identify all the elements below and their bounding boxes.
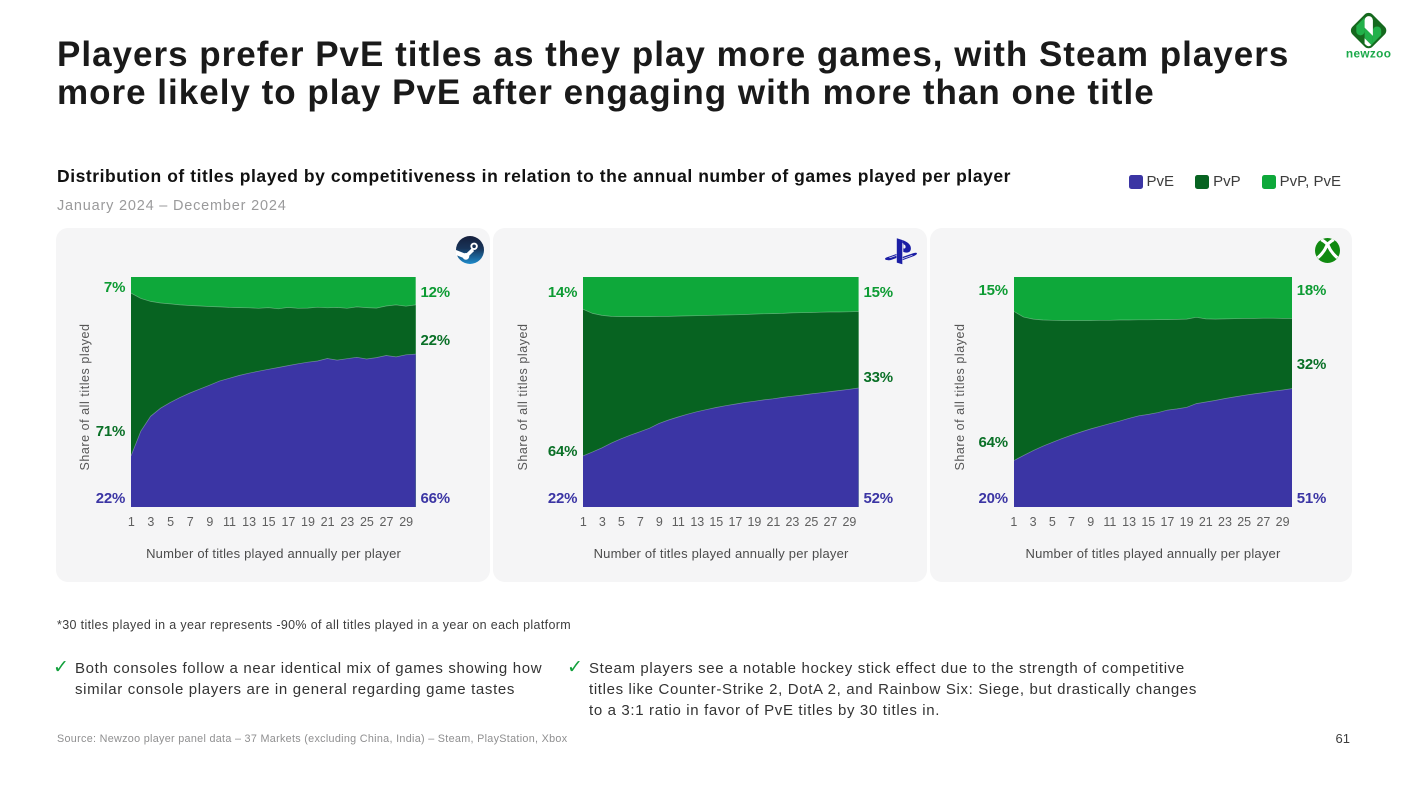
svg-text:newzoo: newzoo: [1346, 46, 1391, 60]
